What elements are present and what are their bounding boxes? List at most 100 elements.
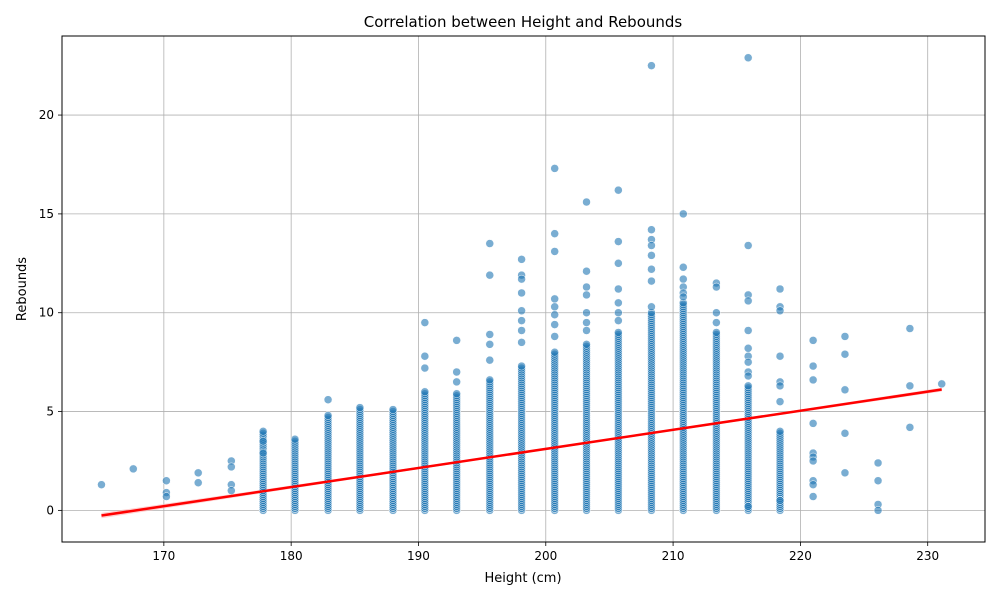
data-point: [743, 502, 753, 511]
data-point: [647, 241, 656, 250]
data-point: [840, 349, 850, 359]
data-point: [258, 436, 268, 446]
data-point: [355, 403, 365, 412]
data-point: [743, 53, 753, 62]
data-point: [517, 326, 526, 335]
data-point: [323, 411, 333, 420]
y-tick-label: 5: [46, 405, 54, 419]
data-point: [743, 357, 753, 367]
x-tick-label: 180: [280, 549, 303, 563]
data-point: [582, 308, 591, 317]
data-point: [227, 486, 236, 495]
data-point: [550, 229, 559, 238]
data-point: [517, 338, 526, 347]
data-point: [162, 492, 171, 501]
data-point: [582, 326, 591, 335]
data-point: [485, 340, 495, 349]
data-point: [290, 434, 300, 444]
data-point: [550, 164, 559, 173]
data-point: [129, 464, 138, 474]
data-point: [614, 328, 623, 337]
y-tick-label: 20: [39, 108, 54, 122]
data-point: [452, 336, 461, 345]
data-point: [647, 276, 656, 286]
data-point: [873, 476, 883, 485]
x-axis-ticks: 170 180 190 200 210 220 230: [152, 542, 939, 563]
data-point: [614, 284, 623, 294]
data-point: [840, 429, 850, 438]
y-axis-ticks: 0 5 10 15 20: [39, 108, 62, 517]
data-point: [614, 308, 623, 317]
data-point: [517, 316, 526, 325]
data-point: [420, 351, 430, 361]
data-point: [550, 310, 559, 319]
data-point: [905, 324, 915, 333]
data-point: [420, 387, 430, 397]
data-point: [485, 375, 495, 385]
data-point: [743, 381, 753, 391]
data-point: [420, 363, 430, 373]
data-point: [775, 381, 785, 391]
data-point: [614, 298, 623, 308]
data-point: [582, 197, 591, 207]
y-axis-label: Rebounds: [15, 257, 30, 321]
x-tick-label: 220: [789, 549, 812, 563]
data-point: [614, 316, 623, 325]
data-point: [162, 476, 171, 485]
data-point: [452, 389, 461, 399]
data-point: [420, 318, 430, 327]
data-point: [517, 274, 526, 284]
y-tick-label: 15: [39, 207, 54, 221]
data-point: [485, 270, 495, 280]
data-point: [712, 318, 721, 327]
data-point: [647, 302, 656, 312]
data-point: [258, 448, 268, 458]
data-point: [582, 318, 591, 327]
data-point: [550, 247, 559, 256]
data-point: [550, 348, 559, 357]
data-point: [679, 263, 688, 272]
data-point: [808, 492, 818, 501]
data-point: [193, 468, 203, 478]
data-point: [550, 294, 559, 304]
data-point: [452, 377, 461, 387]
data-point: [712, 328, 721, 337]
regression-line: [101, 388, 942, 517]
data-point: [712, 308, 721, 317]
points-layer: [97, 53, 946, 515]
data-point: [647, 61, 656, 70]
plot-frame: [61, 35, 986, 543]
data-point: [550, 332, 559, 341]
x-tick-label: 200: [534, 549, 557, 563]
data-point: [712, 282, 721, 292]
x-axis-label: Height (cm): [484, 571, 561, 586]
data-point: [775, 351, 785, 361]
data-point: [517, 255, 526, 264]
data-point: [808, 456, 818, 466]
data-point: [582, 340, 591, 349]
data-point: [517, 361, 526, 371]
data-point: [485, 355, 495, 365]
data-point: [808, 419, 818, 428]
data-point: [840, 332, 850, 341]
data-point: [743, 296, 753, 306]
data-point: [452, 367, 461, 377]
data-point: [647, 225, 656, 234]
data-point: [743, 241, 753, 250]
data-point: [679, 292, 688, 302]
data-point: [614, 259, 623, 268]
x-tick-label: 190: [407, 549, 430, 563]
x-tick-label: 230: [916, 549, 939, 563]
y-tick-label: 0: [46, 503, 54, 517]
x-tick-label: 210: [662, 549, 685, 563]
data-point: [808, 336, 818, 345]
data-point: [743, 326, 753, 335]
data-point: [873, 458, 883, 468]
data-point: [679, 209, 688, 219]
data-point: [517, 288, 526, 298]
data-point: [808, 375, 818, 385]
data-point: [517, 306, 526, 315]
data-point: [775, 397, 785, 406]
data-point: [550, 302, 559, 312]
